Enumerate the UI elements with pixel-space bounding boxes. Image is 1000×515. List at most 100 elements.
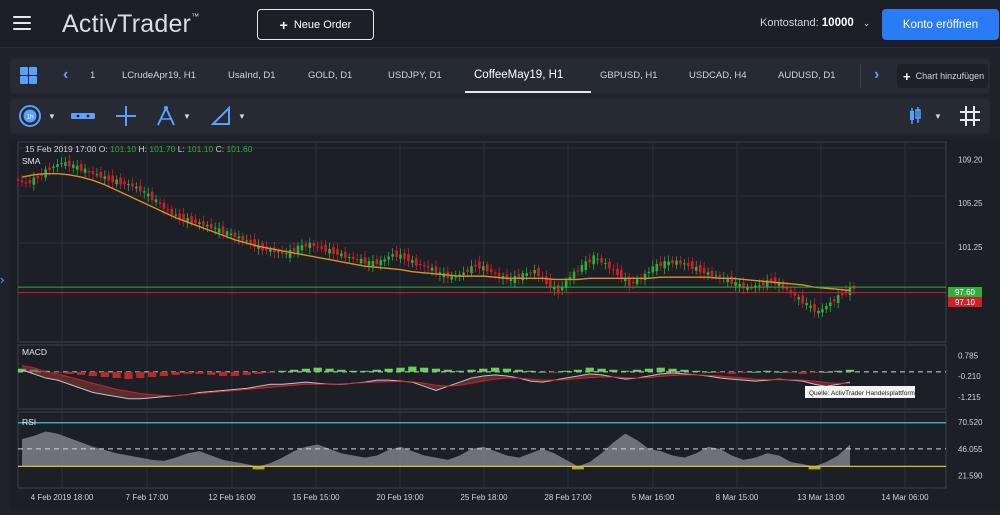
macd-histogram-bar: [337, 369, 346, 372]
horizontal-line-tool[interactable]: [70, 103, 96, 129]
candle-body: [817, 310, 820, 314]
macd-histogram-bar: [479, 368, 488, 372]
macd-histogram-bar: [230, 371, 240, 376]
candle-body: [584, 261, 588, 271]
tab-lcrude[interactable]: LCrudeApr19, H1: [122, 70, 196, 81]
candle-body: [107, 175, 111, 181]
macd-pane: 0.785 -0.210 -1.215: [17, 352, 981, 402]
candle-body: [292, 248, 296, 252]
price-axis-label: 109.20: [958, 155, 983, 164]
ohlc-date: 15 Feb 2019 17:00: [25, 144, 97, 154]
candle-body: [186, 218, 189, 223]
chart-area[interactable]: 0.785 -0.210 -1.215 70.520 46.055 21.590 109…: [10, 140, 1000, 510]
candle-body: [690, 261, 694, 269]
source-note-box: [805, 386, 915, 398]
chart-type-selector[interactable]: ▼: [908, 103, 942, 129]
ohlc-open: 101.10: [110, 144, 136, 154]
time-axis-label: 4 Feb 2019 18:00: [31, 493, 94, 502]
open-account-button[interactable]: Konto eröffnen: [882, 9, 999, 40]
candle-body: [95, 174, 99, 176]
horizontal-line-icon: [71, 113, 95, 119]
candle-body: [679, 260, 682, 264]
candle-body: [781, 281, 785, 289]
tab-audusd[interactable]: AUDUSD, D1: [778, 70, 836, 81]
add-chart-button[interactable]: + Chart hinzufügen: [897, 64, 988, 88]
ohlc-high: 101.70: [149, 144, 175, 154]
macd-histogram-bar: [242, 371, 251, 375]
timeframe-selector[interactable]: 1h ▼: [18, 103, 56, 129]
macd-histogram-bar: [656, 367, 665, 372]
candle-body: [821, 309, 824, 313]
time-axis: 4 Feb 2019 18:00 7 Feb 17:00 12 Feb 16:00 1…: [31, 493, 929, 502]
candle-body: [422, 265, 426, 267]
rsi-oversold-fill: [808, 466, 821, 470]
grid-toggle[interactable]: [960, 103, 980, 129]
candle-body: [79, 163, 83, 171]
candle-body: [667, 261, 670, 266]
layout-grid-icon[interactable]: [20, 67, 37, 84]
candle-body: [746, 286, 749, 290]
macd-histogram-bar: [159, 371, 169, 376]
price-axis-label: 105.25: [958, 199, 983, 208]
candle-body: [233, 232, 237, 238]
candle-body: [276, 251, 280, 253]
candle-body: [174, 214, 178, 216]
candle-body: [87, 171, 91, 173]
candle-body: [525, 273, 528, 277]
candle-body: [146, 193, 150, 197]
fibonacci-tool[interactable]: ▼: [155, 103, 191, 129]
trendline-tool[interactable]: ▼: [210, 103, 246, 129]
gridlines: [18, 142, 946, 488]
candle-body: [742, 282, 745, 289]
candle-body: [470, 266, 473, 274]
tab-gbpusd[interactable]: GBPUSD, H1: [600, 70, 658, 81]
candle-body: [616, 268, 619, 275]
macd-histogram-bar: [573, 369, 583, 372]
add-chart-label: Chart hinzufügen: [915, 71, 985, 81]
candle-body: [253, 239, 256, 247]
candle-body: [489, 268, 493, 273]
macd-histogram-bar: [112, 371, 121, 379]
clock-timeframe-icon: 1h: [19, 105, 41, 127]
candle-body: [387, 256, 390, 260]
tabs-next-icon[interactable]: ›: [874, 66, 880, 83]
candle-body: [170, 208, 174, 215]
menu-icon[interactable]: [13, 16, 31, 30]
candle-body: [529, 272, 532, 274]
candle-body: [367, 261, 371, 266]
candle-body: [399, 254, 402, 259]
tab-usdcad[interactable]: USDCAD, H4: [689, 70, 747, 81]
candle-body: [182, 213, 185, 221]
tab-usdjpy[interactable]: USDJPY, D1: [388, 70, 442, 81]
candlestick-icon: [910, 107, 921, 124]
candle-body: [221, 226, 225, 234]
macd-histogram-bar: [147, 371, 157, 377]
crosshair-tool[interactable]: [115, 103, 137, 129]
candle-body: [462, 272, 465, 275]
tab-coffee[interactable]: CoffeeMay19, H1: [474, 69, 564, 81]
candle-body: [596, 258, 599, 260]
candle-body: [576, 270, 580, 272]
candle-body: [572, 271, 576, 279]
candle-body: [111, 175, 114, 183]
candle-body: [718, 275, 722, 278]
tab-usaind[interactable]: UsaInd, D1: [228, 70, 276, 81]
price-chart[interactable]: 0.785 -0.210 -1.215 70.520 46.055 21.590 109…: [10, 140, 1000, 510]
candle-body: [627, 276, 631, 286]
tabs-prev-icon[interactable]: ‹: [63, 66, 69, 83]
time-axis-label: 8 Mar 15:00: [716, 493, 759, 502]
candle-body: [202, 221, 205, 226]
candle-body: [809, 305, 812, 308]
macd-histogram-bar: [798, 371, 807, 374]
candle-body: [308, 242, 312, 249]
new-order-button[interactable]: + Neue Order: [257, 9, 374, 40]
crosshair-icon: [116, 106, 136, 126]
candle-body: [68, 160, 71, 167]
tab-gold[interactable]: GOLD, D1: [308, 70, 353, 81]
candle-body: [328, 248, 331, 254]
candle-body: [758, 285, 761, 287]
time-axis-label: 15 Feb 15:00: [292, 493, 340, 502]
expand-left-icon[interactable]: ›: [0, 272, 5, 287]
candle-body: [237, 236, 241, 239]
account-balance[interactable]: Kontostand: 10000 ⌄: [760, 17, 870, 29]
